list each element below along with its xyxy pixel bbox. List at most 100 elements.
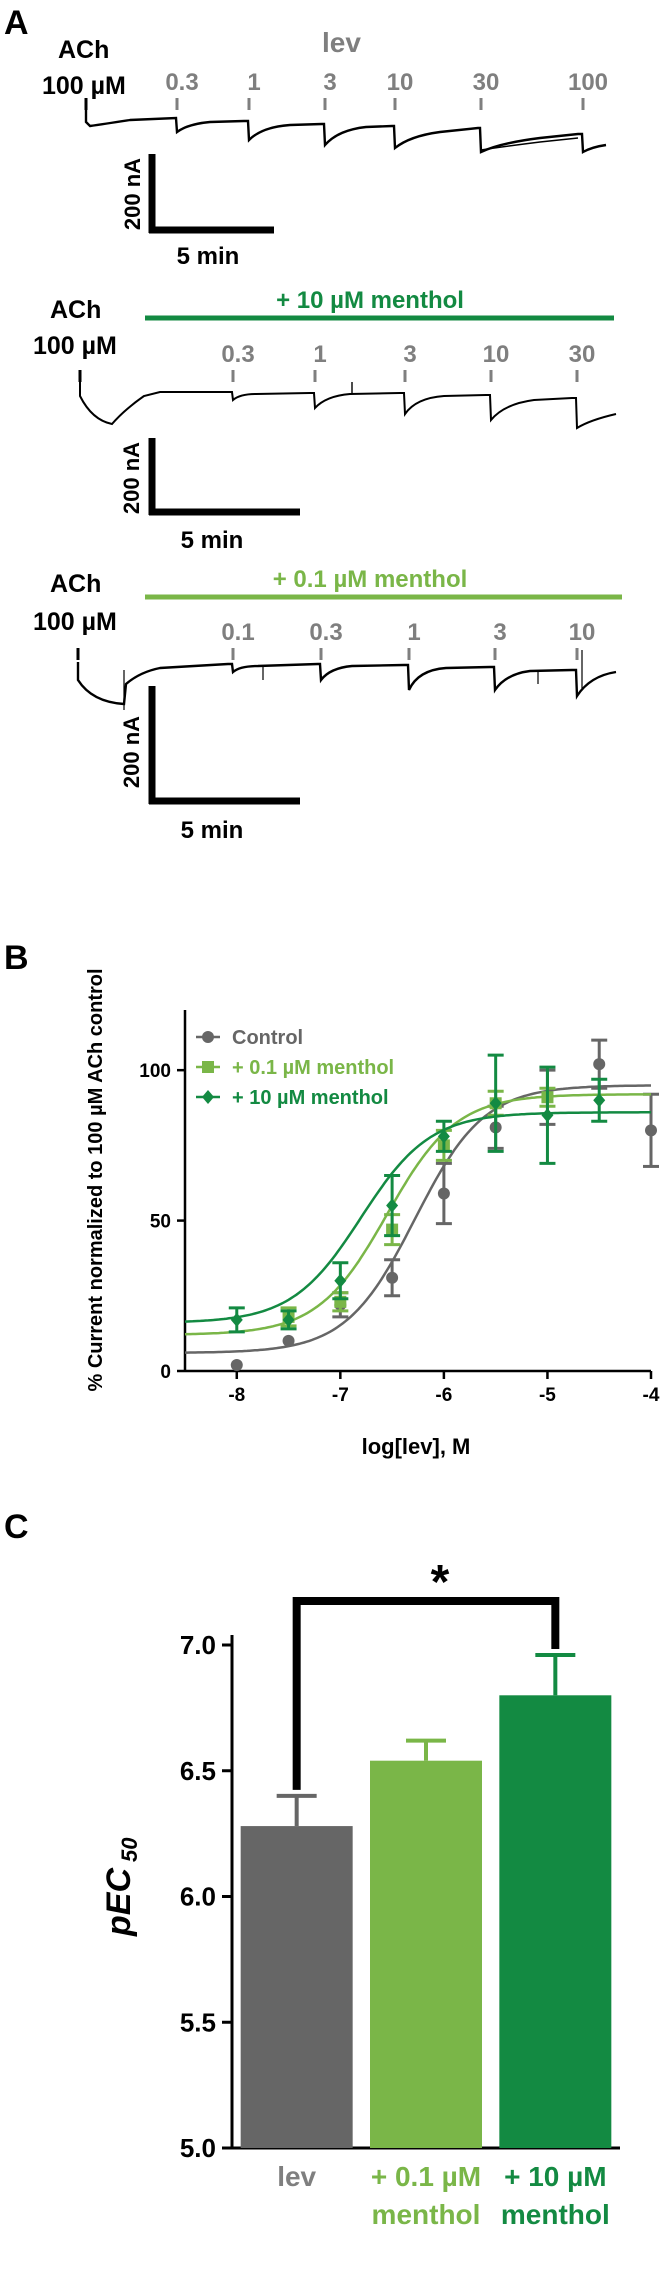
y-tick-label: 5.0 — [180, 2133, 216, 2163]
y-tick-label: 100 — [139, 1061, 171, 1082]
data-point — [334, 1273, 347, 1288]
category-label: menthol — [501, 2199, 610, 2230]
category-label: lev — [277, 2161, 316, 2192]
trace-control-ach-conc: 100 µM — [42, 72, 126, 100]
data-point — [202, 1031, 214, 1043]
legend-label: + 0.1 µM menthol — [232, 1057, 394, 1079]
scale-y-label-menthol-high: 200 nA — [119, 442, 144, 514]
dose-label: 0.1 — [221, 619, 254, 646]
bar — [499, 1695, 612, 2148]
data-point — [437, 1129, 450, 1144]
scale-x-label-menthol-low: 5 min — [181, 817, 244, 844]
data-point — [593, 1093, 606, 1108]
dose-label: 30 — [473, 69, 500, 96]
dose-label: 10 — [483, 341, 510, 368]
legend-label: + 10 µM menthol — [232, 1087, 389, 1109]
y-tick-label: 0 — [160, 1362, 171, 1383]
data-point — [386, 1198, 399, 1213]
data-point — [230, 1358, 243, 1371]
dose-label: 30 — [569, 341, 596, 368]
scale-bar-menthol-low: 200 nA 5 min — [119, 686, 300, 844]
bar — [240, 1826, 353, 2148]
y-axis-label: pEC — [100, 1868, 138, 1937]
y-tick-label: 5.5 — [180, 2007, 216, 2037]
scale-x-label-menthol-high: 5 min — [181, 527, 244, 554]
x-tick-label: -8 — [228, 1385, 245, 1406]
dose-response-ylabel: % Current normalized to 100 µM ACh contr… — [85, 968, 107, 1391]
y-axis-label-subscript: 50 — [117, 1837, 142, 1862]
dose-label: 1 — [313, 341, 326, 368]
panel-a-label: A — [4, 4, 29, 42]
trace-menthol-high-ach-label: ACh — [50, 296, 101, 324]
pec50-bar-chart: pEC 50 5.0 5.5 6.0 6.5 7.0 lev + 0.1 µM menthol + … — [100, 1556, 620, 2230]
data-point — [202, 1090, 214, 1104]
trace-menthol-low-ach-conc: 100 µM — [33, 608, 117, 636]
dose-label: 3 — [493, 619, 506, 646]
y-tick-label: 50 — [150, 1212, 171, 1233]
data-point — [437, 1187, 450, 1200]
scale-x-label-control: 5 min — [177, 243, 240, 270]
panel-c-label: C — [4, 1508, 29, 1546]
dose-label: 1 — [247, 69, 260, 96]
trace-control-current-band — [480, 137, 579, 151]
dose-label: 3 — [323, 69, 336, 96]
trace-menthol-high-current — [79, 380, 617, 430]
dose-response-xlabel: log[lev], M — [362, 1434, 471, 1459]
trace-control-current — [84, 108, 607, 154]
y-tick-label: 7.0 — [180, 1630, 216, 1660]
menthol-low-bar-label: + 0.1 µM menthol — [273, 566, 468, 593]
trace-menthol-high-ach-conc: 100 µM — [33, 332, 117, 360]
significance-bracket — [292, 1597, 560, 1790]
category-label: menthol — [372, 2199, 481, 2230]
data-point — [282, 1312, 295, 1327]
legend-label: Control — [232, 1027, 303, 1049]
bar — [370, 1760, 482, 2148]
dose-label: 10 — [387, 69, 414, 96]
trace-menthol-high: ACh + 10 µM menthol 100 µM 0.3 1 3 10 30 200… — [33, 287, 617, 554]
y-tick-label: 6.5 — [180, 1756, 216, 1786]
x-tick-label: -4 — [643, 1385, 660, 1406]
data-point — [593, 1058, 606, 1071]
scale-bar-control: 200 nA 5 min — [120, 154, 274, 270]
fit-curve — [185, 1084, 651, 1354]
y-tick-label: 6.0 — [180, 1882, 216, 1912]
category-label: + 0.1 µM — [371, 2161, 481, 2192]
trace-menthol-low-ach-label: ACh — [50, 570, 101, 598]
dose-label: 100 — [568, 69, 608, 96]
data-point — [230, 1312, 243, 1327]
series-diamond: + 10 µM menthol — [184, 1053, 651, 1334]
fit-curve — [184, 1093, 652, 1336]
scale-bar-menthol-high: 200 nA 5 min — [119, 438, 300, 554]
data-point — [282, 1334, 295, 1347]
panel-b: B % Current normalized to 100 µM ACh con… — [4, 939, 660, 1459]
significance-star: * — [431, 1556, 450, 1609]
dose-label: 3 — [403, 341, 416, 368]
trace-control-ach-label: ACh — [58, 36, 109, 64]
trace-menthol-low: ACh + 0.1 µM menthol 100 µM 0.1 0.3 1 3 10 2… — [33, 566, 622, 844]
data-point — [202, 1061, 214, 1073]
dose-label: 0.3 — [165, 69, 198, 96]
x-tick-label: -5 — [539, 1385, 556, 1406]
data-point — [386, 1271, 399, 1284]
trace-menthol-low-current — [76, 662, 617, 706]
lev-label: lev — [322, 27, 361, 58]
dose-label: 1 — [407, 619, 420, 646]
data-point — [489, 1096, 502, 1111]
dose-label: 0.3 — [221, 341, 254, 368]
menthol-high-bar-label: + 10 µM menthol — [276, 287, 464, 314]
series-circle: Control — [185, 1027, 659, 1371]
scale-y-label-control: 200 nA — [120, 158, 145, 230]
dose-label: 10 — [569, 619, 596, 646]
data-point — [645, 1124, 657, 1137]
scale-y-label-menthol-low: 200 nA — [119, 716, 144, 788]
dose-response-chart: 0 50 100 -8 -7 -6 -5 -4 Control + 0.1 µM menthol +… — [139, 1010, 660, 1406]
category-label: + 10 µM — [504, 2161, 607, 2192]
dose-label: 0.3 — [309, 619, 342, 646]
panel-c: C pEC 50 5.0 5.5 6.0 6.5 7.0 lev + 0.1 µM menthol… — [4, 1508, 620, 2230]
x-tick-label: -6 — [435, 1385, 452, 1406]
fit-curve — [184, 1111, 651, 1323]
panel-b-label: B — [4, 939, 29, 977]
trace-control: ACh lev 100 µM 0.3 1 3 10 30 100 200 nA 5 min — [42, 27, 608, 270]
x-tick-label: -7 — [332, 1385, 349, 1406]
